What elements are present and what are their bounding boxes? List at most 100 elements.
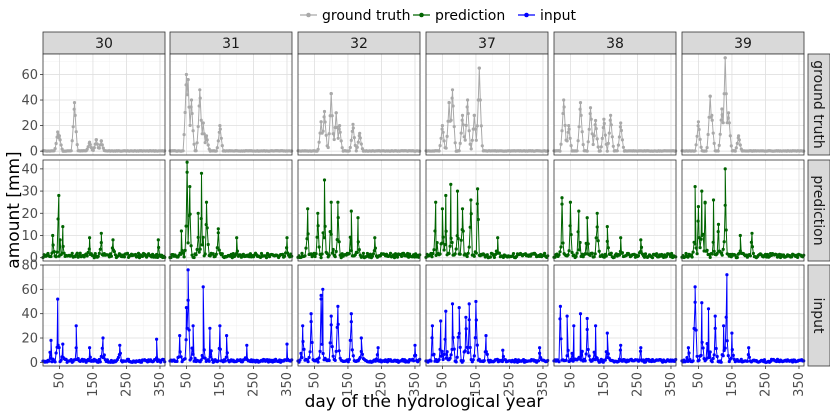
data-point [437, 149, 441, 153]
data-point [479, 124, 483, 128]
data-point [429, 359, 433, 363]
data-point [474, 299, 478, 304]
data-point [587, 354, 591, 358]
data-point [710, 252, 714, 256]
data-point [216, 139, 220, 143]
data-point [57, 134, 62, 138]
data-point [215, 246, 219, 250]
data-point [609, 123, 613, 127]
data-point [373, 246, 377, 250]
data-point [724, 92, 728, 96]
data-point [183, 248, 187, 252]
legend-label: input [540, 8, 577, 24]
data-point [726, 354, 730, 358]
data-point [566, 348, 570, 352]
data-point [440, 241, 444, 245]
data-point [203, 141, 207, 145]
data-point [321, 231, 325, 235]
data-point [86, 145, 90, 149]
data-point [687, 351, 691, 355]
data-point [451, 336, 455, 340]
data-point [465, 345, 469, 349]
data-point [203, 252, 207, 256]
data-point [334, 111, 338, 115]
data-point [609, 251, 613, 255]
panel-border [169, 53, 293, 156]
data-point [578, 240, 582, 245]
data-point [85, 254, 89, 258]
data-point [611, 144, 615, 148]
data-point [594, 236, 598, 240]
data-point [706, 132, 710, 137]
data-point [468, 142, 472, 146]
data-point [400, 254, 404, 258]
data-point [716, 222, 721, 226]
data-point [438, 347, 442, 351]
data-point [357, 248, 361, 252]
data-point [577, 209, 581, 213]
data-point [693, 300, 697, 304]
data-point [245, 343, 249, 347]
data-point [447, 101, 451, 105]
data-point [310, 340, 314, 345]
data-point [459, 131, 463, 135]
data-point [458, 141, 462, 145]
data-point [607, 131, 611, 135]
facet-panel [424, 53, 550, 156]
data-point [577, 248, 581, 252]
data-point [715, 251, 719, 256]
data-point [578, 107, 582, 111]
data-point [302, 347, 306, 351]
data-point [438, 144, 442, 148]
data-point [588, 112, 592, 116]
data-point [201, 235, 205, 239]
data-point [74, 324, 78, 328]
y-axis-title: amount [mm] [4, 151, 24, 268]
x-tick-label: 50 [691, 372, 706, 389]
panel-border [42, 159, 166, 262]
data-point [430, 324, 434, 328]
data-point [430, 255, 434, 259]
panel-border [297, 159, 421, 262]
y-tick-label: 60 [21, 68, 38, 83]
data-point [157, 245, 161, 250]
data-point [283, 254, 287, 258]
data-point [605, 225, 609, 229]
data-point [215, 146, 219, 150]
data-point [711, 131, 715, 135]
data-point [449, 118, 453, 122]
data-point [569, 144, 573, 148]
data-point [466, 111, 470, 116]
data-point [454, 360, 458, 364]
data-point [703, 200, 707, 204]
data-point [327, 132, 331, 136]
data-point [463, 138, 467, 142]
x-tick-label: 350 [536, 372, 551, 397]
data-point [439, 319, 443, 323]
data-point [156, 238, 160, 242]
data-point [606, 352, 610, 356]
data-point [56, 343, 60, 347]
data-point [178, 350, 182, 354]
data-point [566, 130, 570, 134]
data-point [575, 251, 579, 255]
data-point [639, 238, 643, 242]
data-point [95, 142, 99, 146]
data-point [308, 350, 312, 354]
data-point [54, 141, 58, 146]
data-point [336, 136, 340, 140]
legend-item: prediction [413, 8, 505, 24]
data-point [303, 254, 307, 258]
data-point [719, 360, 723, 364]
data-point [439, 354, 443, 358]
data-point [466, 251, 470, 255]
data-point [47, 359, 51, 363]
data-point [570, 351, 574, 355]
data-point [603, 133, 607, 137]
data-point [354, 149, 358, 153]
data-point [567, 124, 571, 128]
data-point [224, 355, 228, 359]
data-point [442, 248, 446, 252]
data-point [91, 148, 95, 152]
data-point [609, 113, 613, 117]
